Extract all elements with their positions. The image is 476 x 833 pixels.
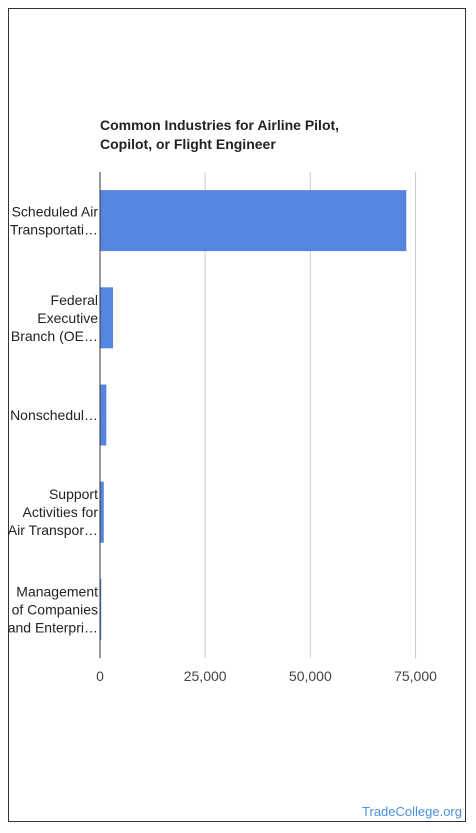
category-label-1-line-1: Executive xyxy=(37,310,98,326)
category-label-0-line-1: Transportati… xyxy=(10,222,98,238)
bar-3 xyxy=(100,481,104,543)
category-label-4-line-1: of Companies xyxy=(12,601,98,617)
category-label-2: Nonschedul… xyxy=(10,407,98,423)
bar-0 xyxy=(100,190,407,252)
source-credit[interactable]: TradeCollege.org xyxy=(362,804,462,819)
category-label-1: Federal Executive Branch (OE… xyxy=(11,292,98,344)
category-label-3: Support Activities for Air Transpor… xyxy=(8,486,99,538)
category-label-0-line-0: Scheduled Air xyxy=(12,204,99,220)
chart-title-line-1: Common Industries for Airline Pilot, xyxy=(100,117,340,133)
category-label-3-line-2: Air Transpor… xyxy=(8,522,98,538)
bar-1 xyxy=(100,287,114,349)
x-tick-label-3: 75,000 xyxy=(394,668,437,684)
category-label-1-line-2: Branch (OE… xyxy=(11,328,98,344)
category-label-1-line-0: Federal xyxy=(51,292,98,308)
bar-2 xyxy=(100,384,107,446)
category-label-4: Management of Companies and Enterpri… xyxy=(8,583,98,635)
category-label-0: Scheduled Air Transportati… xyxy=(10,204,99,238)
category-label-4-line-0: Management xyxy=(16,583,98,599)
x-tick-label-1: 25,000 xyxy=(184,668,227,684)
category-label-3-line-1: Activities for xyxy=(23,504,99,520)
chart-title: Common Industries for Airline Pilot, Cop… xyxy=(100,116,400,154)
category-label-2-line-0: Nonschedul… xyxy=(10,407,98,423)
chart-frame xyxy=(8,8,466,822)
chart-title-line-2: Copilot, or Flight Engineer xyxy=(100,136,276,152)
x-tick-label-0: 0 xyxy=(96,668,104,684)
x-tick-label-2: 50,000 xyxy=(289,668,332,684)
category-label-4-line-2: and Enterpri… xyxy=(8,619,98,635)
category-label-3-line-0: Support xyxy=(49,486,98,502)
bar-4 xyxy=(100,578,102,640)
